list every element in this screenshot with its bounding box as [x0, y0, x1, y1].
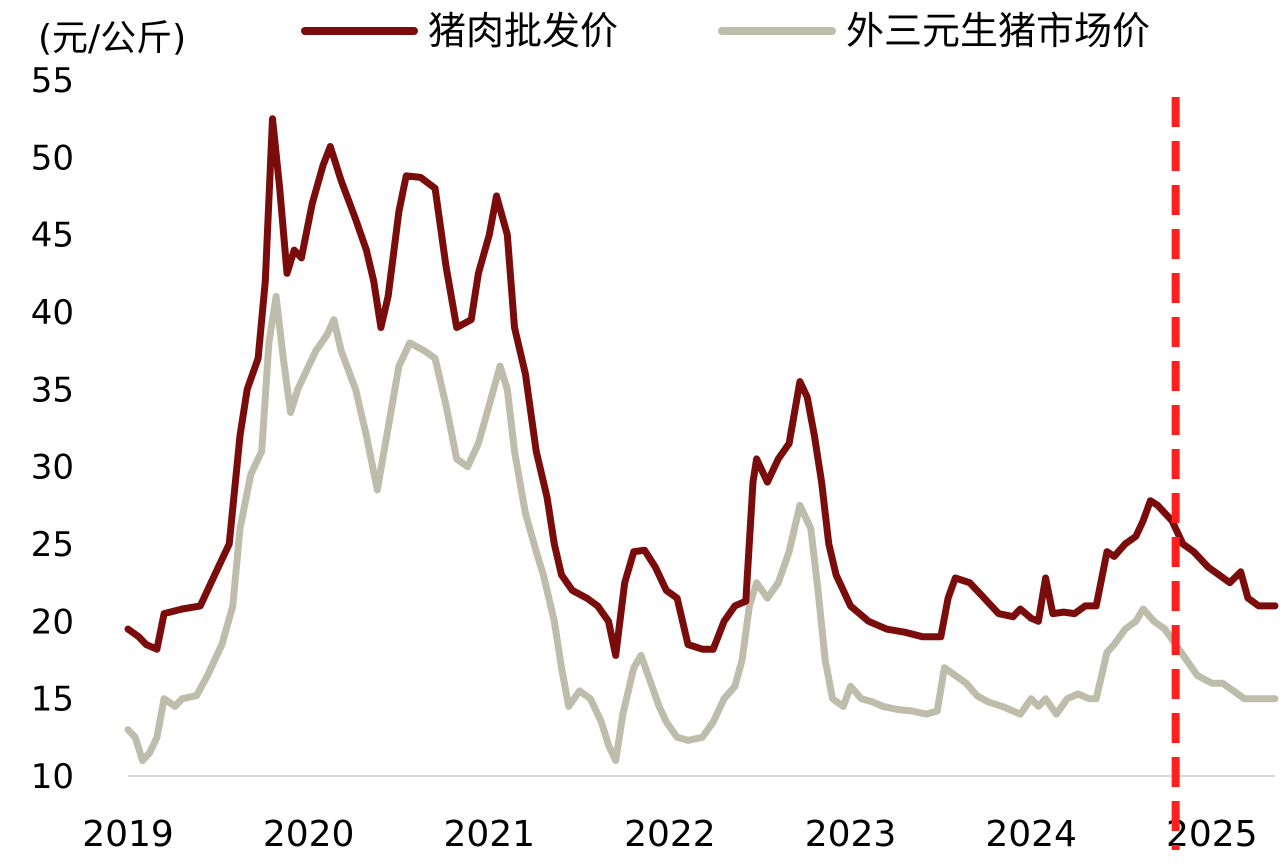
series-line-1: [124, 293, 1279, 764]
y-tick-label: 20: [31, 602, 74, 642]
legend-label-1: 外三元生猪市场价: [846, 9, 1150, 53]
x-tick-label: 2024: [985, 814, 1077, 855]
series-line-0: [124, 115, 1279, 659]
y-tick-label: 15: [31, 680, 74, 720]
x-tick-label: 2022: [624, 814, 716, 855]
y-axis-ticks: 10 15 20 25 30 35 40 45 50 55: [31, 61, 74, 797]
legend: 猪肉批发价 外三元生猪市场价: [301, 9, 1150, 53]
x-tick-label: 2023: [805, 814, 897, 855]
legend-label-0: 猪肉批发价: [428, 9, 618, 53]
y-tick-label: 55: [31, 61, 74, 101]
y-tick-label: 35: [31, 370, 74, 410]
x-tick-label: 2025: [1166, 814, 1258, 855]
y-tick-label: 45: [31, 216, 74, 256]
y-tick-label: 10: [31, 757, 74, 797]
y-unit-label: (元/公斤): [38, 18, 186, 59]
series-layer: [124, 115, 1279, 764]
y-tick-label: 40: [31, 293, 74, 333]
y-tick-label: 50: [31, 138, 74, 178]
x-axis-ticks: 2019 2020 2021 2022 2023 2024 2025: [82, 814, 1257, 855]
y-tick-label: 25: [31, 525, 74, 565]
x-tick-label: 2019: [82, 814, 174, 855]
x-tick-label: 2020: [263, 814, 355, 855]
x-tick-label: 2021: [443, 814, 535, 855]
y-tick-label: 30: [31, 448, 74, 488]
